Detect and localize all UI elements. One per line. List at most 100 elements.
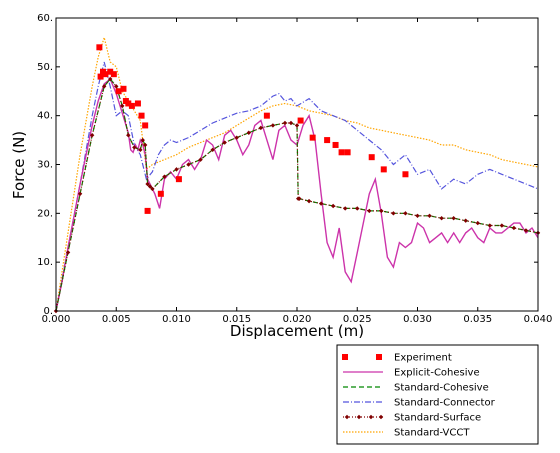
legend-item-experiment: Experiment — [342, 353, 452, 364]
y-tick-label: 10. — [37, 257, 53, 268]
x-tick-label: 0.030 — [403, 314, 432, 325]
legend: Experiment Explicit-Cohesive Standard-Cohe… — [336, 344, 539, 445]
surface-point — [120, 103, 125, 109]
legend-box — [336, 344, 539, 445]
surface-point — [132, 145, 137, 150]
legend-swatch-marker — [368, 414, 374, 420]
surface-point — [318, 201, 324, 206]
y-tick-label: 50. — [37, 62, 53, 73]
surface-point — [65, 250, 71, 255]
legend-item-explicit-cohesive: Explicit-Cohesive — [343, 368, 480, 379]
surface-point — [306, 198, 312, 204]
surface-point — [427, 213, 432, 218]
surface-point — [89, 133, 95, 138]
experiment-point — [142, 122, 149, 129]
experiment-point — [263, 112, 270, 119]
experiment-point — [175, 176, 182, 183]
surface-point — [162, 174, 167, 179]
y-tick-label: 40. — [37, 111, 53, 122]
surface-point — [343, 206, 348, 211]
surface-point — [297, 196, 302, 201]
experiment-point — [96, 44, 103, 51]
surface-point — [258, 125, 264, 131]
experiment-point — [134, 100, 141, 107]
surface-point — [439, 216, 444, 221]
legend-swatch-marker — [356, 414, 362, 420]
surface-point — [282, 120, 288, 126]
surface-point — [126, 133, 131, 138]
surface-point — [210, 147, 215, 153]
legend-item-standard-vcct: Standard-VCCT — [343, 428, 470, 439]
legend-item-standard-connector: Standard-Connector — [343, 398, 496, 409]
surface-point — [367, 208, 372, 214]
y-tick-label: 0. — [43, 306, 53, 317]
experiment-point — [125, 100, 132, 107]
tick-layer: 0.000 0.005 0.010 0.015 0.020 0.025 0.030 0.035… — [37, 13, 552, 325]
x-tick-label: 0.010 — [162, 314, 191, 325]
surface-point — [415, 213, 420, 218]
surface-point — [140, 137, 145, 143]
y-tick-label: 60. — [37, 13, 53, 24]
surface-point — [487, 223, 492, 228]
y-tick-label: 30. — [37, 160, 53, 171]
surface-point — [391, 211, 396, 216]
x-tick-label: 0.035 — [463, 314, 492, 325]
surface-point — [222, 140, 227, 145]
surface-point — [234, 135, 239, 140]
series-layer — [53, 35, 541, 314]
x-tick-label: 0.015 — [222, 314, 251, 325]
surface-point — [403, 211, 408, 216]
legend-swatch-marker — [344, 414, 350, 420]
series-line-standard-connector — [55, 61, 539, 312]
surface-point — [499, 223, 505, 228]
surface-point — [138, 147, 143, 153]
surface-point — [147, 184, 153, 189]
surface-point — [463, 218, 468, 223]
experiment-point — [380, 166, 387, 173]
experiment-point — [115, 88, 122, 95]
experiment-point — [102, 71, 109, 78]
experiment-point — [338, 149, 345, 156]
legend-label: Experiment — [394, 353, 452, 364]
surface-point — [246, 130, 251, 135]
surface-point — [77, 191, 83, 196]
x-axis-title: Displacement (m) — [230, 322, 364, 340]
surface-point — [294, 123, 300, 128]
surface-point — [288, 120, 294, 126]
surface-point — [145, 181, 150, 187]
experiment-point — [144, 207, 151, 214]
legend-label: Explicit-Cohesive — [394, 368, 480, 379]
surface-point — [270, 123, 276, 128]
surface-point — [355, 206, 360, 211]
experiment-point — [138, 112, 145, 119]
x-tick-label: 0.025 — [343, 314, 372, 325]
surface-point — [475, 220, 480, 226]
legend-label: Standard-Surface — [394, 413, 481, 424]
surface-point — [330, 203, 336, 209]
legend-swatch-marker — [376, 354, 382, 360]
surface-point — [150, 186, 155, 192]
y-axis-title: Force (N) — [10, 131, 28, 199]
experiment-point — [297, 117, 304, 124]
legend-label: Standard-Cohesive — [394, 383, 489, 394]
surface-point — [451, 216, 456, 221]
surface-point — [198, 157, 203, 162]
surface-point — [186, 162, 191, 167]
experiment-point — [110, 71, 117, 78]
legend-swatch-marker — [378, 414, 384, 420]
experiment-point — [128, 102, 135, 109]
series-line-standard-surface — [55, 78, 539, 312]
experiment-point — [368, 154, 375, 161]
legend-label: Standard-Connector — [394, 398, 496, 409]
experiment-point — [402, 171, 409, 178]
series-line-standard-vcct — [55, 35, 539, 312]
series-standard-vcct — [55, 35, 539, 312]
series-explicit-cohesive — [55, 77, 539, 312]
series-experiment — [96, 44, 409, 214]
legend-label: Standard-VCCT — [394, 428, 470, 439]
legend-item-standard-cohesive: Standard-Cohesive — [343, 383, 489, 394]
surface-point — [142, 142, 148, 148]
experiment-point — [107, 68, 114, 75]
legend-swatch-marker — [342, 354, 348, 360]
